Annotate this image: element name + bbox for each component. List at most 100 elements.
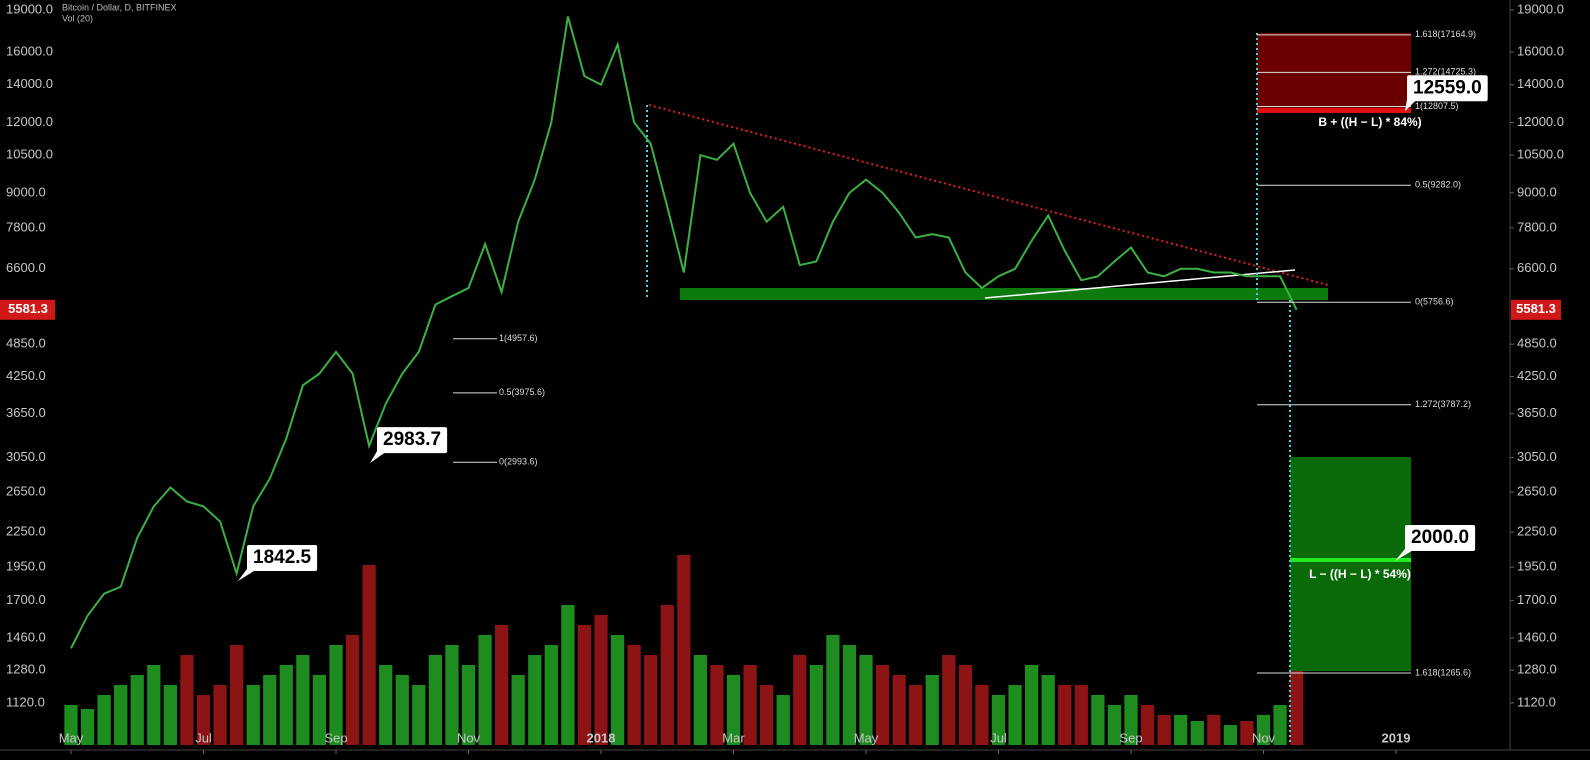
callout-pointer: [1405, 99, 1417, 112]
fib-label: 0(5756.6): [1415, 297, 1454, 307]
volume-bar: [196, 695, 211, 745]
callout-box: [377, 427, 448, 454]
support-zone: [680, 288, 1328, 300]
volume-bar: [793, 655, 807, 745]
volume-bar: [925, 675, 939, 745]
volume-bar: [776, 695, 790, 745]
annotation: B + ((H − L) * 84%): [1318, 115, 1421, 129]
volume-bar: [445, 645, 459, 745]
y-tick-label: 4850.0: [6, 336, 46, 351]
price-line: [70, 16, 1298, 649]
volume-bar: [279, 665, 293, 745]
volume-bar: [1207, 715, 1221, 745]
volume-bar: [1240, 721, 1254, 745]
y-tick-label: 9000.0: [1517, 184, 1557, 199]
volume-bar: [710, 665, 724, 745]
y-tick-label: 2650.0: [1517, 484, 1557, 499]
volume-bar: [1223, 725, 1237, 745]
callout-label: 12559.0: [1413, 77, 1482, 98]
y-tick-label: 2650.0: [6, 484, 46, 499]
x-tick-label: Jul: [195, 730, 212, 745]
fib-label: 1.618(1265.6): [1415, 667, 1471, 677]
y-tick-label: 19000.0: [1517, 1, 1564, 16]
y-tick-label: 9000.0: [6, 184, 46, 199]
fib-label: 1(4957.6): [499, 333, 538, 343]
volume-bar: [677, 555, 691, 745]
symbol: Bitcoin / Dollar, D, BITFINEX: [62, 2, 177, 12]
volume-layer: [64, 555, 1304, 745]
y-tick-label: 16000.0: [1517, 43, 1564, 58]
y-tick-label: 10500.0: [6, 147, 53, 162]
y-tick-label: 10500.0: [1517, 147, 1564, 162]
price-tag-label: 5581.3: [8, 301, 48, 316]
resistance-trendline: [648, 104, 1329, 286]
volume-bar: [1157, 715, 1171, 745]
volume-bar: [610, 635, 625, 745]
x-tick-label: Mar: [722, 730, 745, 745]
volume-bar: [379, 665, 393, 745]
y-tick-label: 3050.0: [1517, 449, 1557, 464]
volume-bar: [627, 645, 641, 745]
volume-bar: [362, 565, 376, 745]
x-tick-label: Nov: [1252, 730, 1276, 745]
volume-bar: [842, 645, 857, 745]
callout-pointer: [1395, 548, 1415, 561]
volume-bar: [1256, 715, 1271, 745]
volume-bar: [826, 635, 840, 745]
volume-bar: [975, 685, 989, 745]
volume-bar: [312, 675, 327, 745]
volume-bar: [693, 655, 707, 745]
volume-bar: [594, 615, 608, 745]
volume-bar: [942, 655, 956, 745]
callout-label: 2000.0: [1411, 527, 1469, 548]
y-tick-label: 1280.0: [1517, 662, 1557, 677]
y-tick-label: 16000.0: [6, 43, 53, 58]
y-tick-label: 1700.0: [1517, 592, 1557, 607]
y-tick-label: 1950.0: [6, 559, 46, 574]
target-line-down: [1290, 558, 1411, 562]
volume-bar: [230, 645, 244, 745]
volume-bar: [859, 655, 873, 745]
y-tick-label: 7800.0: [1517, 219, 1557, 234]
y-tick-label: 1950.0: [1517, 559, 1557, 574]
y-tick-label: 7800.0: [6, 219, 46, 234]
y-tick-label: 14000.0: [1517, 76, 1564, 91]
volume-bar: [213, 685, 227, 745]
volume-bar: [495, 625, 509, 745]
volume-bar: [726, 675, 741, 745]
x-tick-label: Sep: [324, 730, 347, 745]
volume-bar: [1174, 715, 1188, 745]
volume-bar: [246, 685, 260, 745]
volume-bar: [660, 605, 674, 745]
volume-bar: [296, 655, 310, 745]
volume-bar: [263, 675, 277, 745]
fib-label: 1.618(17164.9): [1415, 29, 1476, 39]
volume-bar: [1107, 705, 1122, 745]
volume-bar: [80, 709, 95, 745]
callout-box: [1407, 75, 1488, 102]
price-tag-label: 5581.3: [1516, 301, 1556, 316]
fib-label: 1(12807.5): [1415, 101, 1459, 111]
x-tick-label: May: [854, 730, 879, 745]
volume-bar: [809, 665, 823, 745]
y-tick-label: 3650.0: [1517, 405, 1557, 420]
x-tick-label: 2019: [1382, 730, 1411, 745]
callout-box: [1405, 524, 1476, 551]
volume-bar: [577, 625, 592, 745]
y-tick-label: 12000.0: [6, 114, 53, 129]
volume-bar: [644, 655, 658, 745]
price-tag: [1511, 299, 1561, 320]
volume-bar: [1124, 695, 1138, 745]
volume-bar: [561, 605, 575, 745]
y-tick-label: 4250.0: [1517, 368, 1557, 383]
x-tick-label: Jul: [990, 730, 1007, 745]
y-tick-label: 3650.0: [6, 405, 46, 420]
target-zone-down: [1290, 457, 1411, 671]
fib-label: 1.272(14725.3): [1415, 67, 1476, 77]
y-tick-label: 2250.0: [6, 524, 46, 539]
volume-bar: [743, 665, 757, 745]
volume-bar: [892, 675, 906, 745]
volume-bar: [1074, 685, 1088, 745]
